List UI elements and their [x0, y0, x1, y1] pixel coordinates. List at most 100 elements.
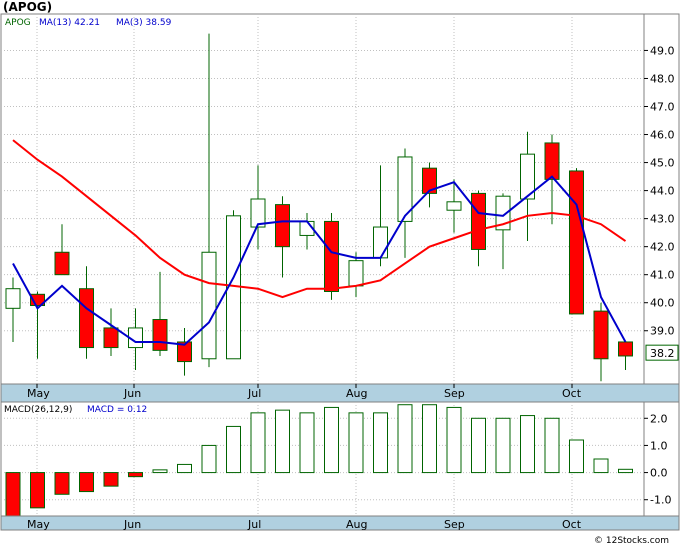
date-label: Sep	[444, 387, 465, 400]
macd-bar	[152, 469, 168, 474]
macd-plot-frame	[0, 401, 645, 517]
price-plot-frame	[0, 13, 645, 385]
candle-body-up	[348, 260, 364, 287]
price-ytick-label: 43.0	[650, 213, 675, 226]
macd-bar	[397, 404, 413, 474]
macd-bar	[324, 406, 339, 474]
price-panel: 39.0 40.0 41.0 42.0 43.0 44.0 45.0 46.0 47.0 48.0…	[0, 13, 680, 403]
candle	[593, 302, 609, 382]
candle-body-down	[618, 341, 633, 357]
macd-bar	[201, 444, 217, 474]
macd-bar	[54, 472, 70, 495]
chart-title: (APOG)	[3, 0, 53, 14]
candle-body-down	[275, 204, 290, 248]
macd-bar	[373, 412, 388, 474]
date-label: Aug	[346, 387, 367, 400]
macd-panel: -1.0 0.0 1.0 2.0 MACD(26,12,9) MACD = 0.12 May…	[0, 401, 680, 546]
macd-bar	[177, 463, 192, 474]
candle	[397, 148, 413, 258]
candle	[250, 165, 266, 250]
macd-bar	[593, 458, 609, 474]
macd-date-band	[0, 515, 680, 531]
legend-macd-value: MACD = 0.12	[87, 405, 147, 415]
macd-date-label: Jun	[123, 518, 141, 531]
price-ytick-label: 40.0	[650, 297, 675, 310]
macd-bar	[30, 472, 45, 509]
footer-credit: © 12Stocks.com	[594, 536, 669, 546]
legend-ma13: MA(13) 42.21	[39, 18, 100, 28]
macd-date-label: Sep	[444, 518, 465, 531]
macd-bar	[348, 412, 364, 474]
candle	[324, 213, 339, 300]
candle-body-up	[373, 226, 388, 259]
macd-bar	[103, 472, 119, 487]
macd-ytick-label: -1.0	[650, 494, 671, 507]
macd-bar	[446, 406, 462, 474]
candle-body-down	[569, 170, 584, 315]
legend-macd-params: MACD(26,12,9)	[4, 405, 72, 415]
macd-bar	[471, 417, 486, 474]
candle-body-down	[30, 293, 45, 307]
candle	[30, 291, 45, 359]
candle	[54, 224, 70, 276]
price-ytick-label: 44.0	[650, 185, 675, 198]
candle-body-down	[103, 327, 119, 349]
macd-bar	[5, 472, 21, 517]
candle	[569, 168, 584, 315]
candle-body-up	[5, 288, 21, 309]
legend-ma3: MA(3) 38.59	[116, 18, 172, 28]
candle-body-up	[495, 195, 511, 231]
date-label: May	[27, 387, 50, 400]
macd-bar	[275, 409, 290, 474]
ma13-line	[12, 139, 627, 299]
candle-body-down	[324, 220, 339, 292]
legend-apog: APOG	[5, 18, 31, 28]
candle	[79, 266, 94, 359]
price-ytick-label: 46.0	[650, 129, 675, 142]
ma3-line	[12, 175, 627, 346]
candle-body-down	[152, 319, 168, 351]
candle-body-down	[177, 341, 192, 363]
macd-bar	[495, 417, 511, 474]
candle-body-down	[471, 192, 486, 250]
macd-bar	[250, 412, 266, 474]
candle	[618, 341, 633, 370]
candle-body-up	[520, 153, 535, 200]
price-ytick-label: 48.0	[650, 72, 675, 85]
candle	[201, 33, 217, 368]
price-axis-area	[643, 13, 680, 385]
candle	[495, 193, 511, 270]
price-ytick-label: 41.0	[650, 269, 675, 282]
candle-body-up	[397, 156, 413, 222]
macd-ytick-label: 1.0	[650, 439, 668, 452]
candle-body-down	[54, 251, 70, 276]
price-ytick-label: 42.0	[650, 241, 675, 254]
candle	[275, 196, 290, 278]
macd-date-label: Jul	[247, 518, 261, 531]
candle	[422, 162, 437, 208]
candle-body-up	[250, 198, 266, 228]
candle-body-down	[593, 310, 609, 360]
macd-bar	[128, 472, 143, 478]
macd-bar	[422, 404, 437, 474]
candle	[446, 179, 462, 233]
candle	[5, 277, 21, 342]
macd-ytick-label: 0.0	[650, 467, 668, 480]
price-ytick-label: 47.0	[650, 101, 675, 114]
candle	[520, 131, 535, 242]
price-ytick-label: 39.0	[650, 325, 675, 338]
candle-body-down	[544, 142, 560, 180]
candle	[103, 308, 119, 356]
date-label: Jul	[247, 387, 261, 400]
macd-bar	[520, 415, 535, 474]
date-label: Jun	[123, 387, 141, 400]
candle-body-down	[422, 167, 437, 194]
price-ytick-label: 45.0	[650, 157, 675, 170]
candle-body-up	[446, 201, 462, 211]
candle	[544, 134, 560, 225]
date-label: Oct	[562, 387, 582, 400]
macd-bar	[79, 472, 94, 493]
candle-body-down	[79, 288, 94, 349]
macd-bar	[569, 439, 584, 474]
